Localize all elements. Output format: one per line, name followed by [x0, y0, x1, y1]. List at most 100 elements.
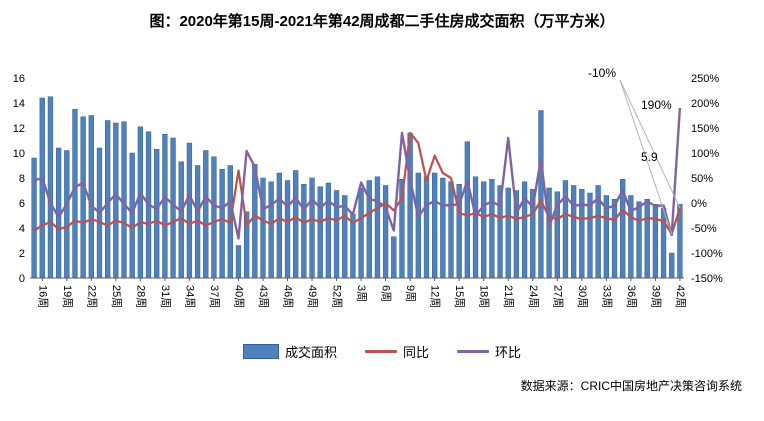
x-axis-tick-label: 3周 — [355, 285, 368, 302]
x-axis-tick-label: 42周 — [674, 285, 687, 308]
bar — [284, 180, 291, 279]
bar — [129, 152, 135, 279]
left-axis-tick-label: 8 — [19, 173, 25, 185]
bar — [105, 120, 111, 279]
bar — [489, 179, 495, 279]
left-axis-tick-label: 2 — [19, 248, 25, 260]
legend-label-wow: 环比 — [495, 345, 522, 360]
bar — [505, 187, 511, 279]
chart-legend: 成交面积 同比 环比 — [0, 342, 764, 361]
annotation-label: 5.9 — [641, 150, 658, 164]
x-axis-tick-label: 24周 — [527, 285, 540, 308]
chart-canvas: 0 2 4 6 8 10 12 14 16 -150% -100% -50% 0% 50% 100% 150%… — [13, 66, 723, 308]
bar — [652, 204, 659, 279]
x-axis-tick-label: 22周 — [85, 285, 98, 308]
x-axis-tick-label: 25周 — [110, 285, 123, 308]
x-axis-tick-label: 28周 — [134, 285, 147, 308]
bar — [472, 176, 479, 279]
x-axis-tick-label: 9周 — [404, 285, 417, 302]
left-axis-tick-label: 6 — [19, 198, 25, 210]
left-axis-tick-label: 4 — [19, 223, 25, 235]
x-axis-tick-label: 40周 — [232, 285, 245, 308]
x-axis-tick-label: 18周 — [478, 285, 491, 308]
bar — [415, 172, 421, 279]
chart-title: 图：2020年第15周-2021年第42周成都二手住房成交面积（万平方米） — [149, 13, 615, 30]
bar — [325, 182, 332, 279]
x-axis-tick-label: 33周 — [600, 285, 613, 308]
right-axis-tick-label: -150% — [691, 273, 723, 285]
bar-series-swatch — [242, 344, 279, 359]
x-axis-tick-label: 27周 — [551, 285, 564, 308]
bar — [88, 115, 94, 279]
right-axis-tick-label: 150% — [691, 123, 719, 135]
bar — [317, 186, 323, 279]
bar — [611, 199, 618, 279]
bar — [309, 177, 315, 279]
bar — [260, 177, 266, 279]
bar — [464, 141, 471, 279]
x-axis-tick-label: 6周 — [380, 285, 393, 302]
left-axis-tick-label: 12 — [13, 123, 25, 135]
x-axis-tick-label: 19周 — [61, 285, 74, 308]
bar — [162, 134, 168, 279]
bar — [64, 150, 70, 279]
bar — [579, 189, 585, 279]
bar — [636, 201, 642, 279]
x-axis-tick-label: 39周 — [649, 285, 662, 308]
bar — [301, 184, 307, 279]
right-axis-tick-label: 200% — [691, 98, 719, 110]
bar — [203, 150, 209, 279]
bar — [562, 180, 569, 279]
bar — [546, 187, 552, 279]
bar — [235, 245, 242, 279]
left-axis-tick-label: 14 — [13, 98, 25, 110]
bar — [211, 156, 217, 279]
bar — [481, 181, 487, 279]
legend-label-area: 成交面积 — [284, 345, 337, 360]
bar — [374, 176, 381, 279]
left-axis-tick-label: 16 — [13, 73, 25, 85]
x-axis-tick-label: 46周 — [282, 285, 295, 308]
data-source: 数据来源：CRIC中国房地产决策咨询系统 — [520, 379, 742, 393]
left-axis-tick-label: 10 — [13, 148, 25, 160]
x-axis-tick-label: 34周 — [183, 285, 196, 308]
bar — [521, 181, 528, 279]
right-axis-tick-label: 50% — [691, 173, 713, 185]
bar — [293, 170, 299, 279]
annotation-label: -10% — [588, 66, 616, 80]
bar — [423, 176, 430, 279]
bar — [432, 172, 438, 279]
bar — [154, 149, 160, 279]
bar — [333, 190, 340, 279]
right-axis-tick-label: -100% — [691, 248, 723, 260]
x-axis-tick-label: 21周 — [502, 285, 515, 308]
bar — [570, 185, 577, 279]
bar — [170, 137, 176, 279]
bar — [358, 187, 364, 279]
bar — [644, 199, 650, 279]
annotation-leader-line — [619, 79, 681, 209]
bar — [276, 172, 282, 279]
right-axis-tick-label: 250% — [691, 73, 719, 85]
x-axis-tick-label: 12周 — [429, 285, 442, 308]
bar — [137, 126, 144, 279]
x-axis-tick-label: 43周 — [257, 285, 270, 308]
x-axis-tick-label: 16周 — [36, 285, 49, 308]
x-axis-tick-label: 52周 — [331, 285, 344, 308]
bar — [72, 109, 78, 279]
bar — [268, 181, 274, 279]
bar — [47, 96, 54, 279]
right-axis-tick-label: -50% — [691, 223, 717, 235]
legend-item-yoy: 同比 — [364, 342, 429, 361]
yoy-line — [33, 131, 681, 236]
x-axis-tick-label: 49周 — [306, 285, 319, 308]
bar — [219, 169, 225, 279]
bar — [39, 97, 45, 279]
x-axis-tick-label: 31周 — [159, 285, 172, 308]
wow-line — [33, 107, 682, 240]
x-axis-tick-label: 37周 — [208, 285, 221, 308]
bar — [440, 177, 446, 279]
bar — [121, 121, 127, 279]
annotation-leader-line — [619, 79, 673, 235]
x-axis-tick-label: 36周 — [625, 285, 638, 308]
